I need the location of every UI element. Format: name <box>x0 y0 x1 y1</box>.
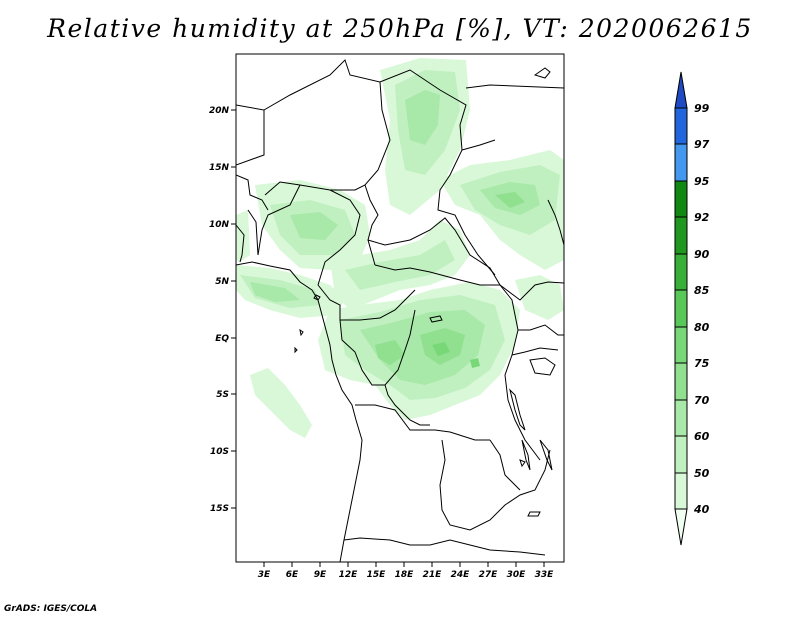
lon-tick-label: 12E <box>339 570 359 580</box>
colorbar-segment <box>674 326 688 364</box>
colorbar-label: 90 <box>694 248 710 261</box>
colorbar-label: 80 <box>694 321 710 334</box>
colorbar-label: 85 <box>694 284 710 297</box>
colorbar-label: 50 <box>694 467 710 480</box>
colorbar-label: 70 <box>694 394 710 407</box>
colorbar-label: 95 <box>694 175 710 188</box>
lon-tick-label: 24E <box>451 570 471 580</box>
colorbar-segment <box>674 180 688 218</box>
colorbar-segment <box>674 289 688 328</box>
country-borders <box>236 59 564 562</box>
lat-tick-label: 5S <box>216 390 229 400</box>
colorbar-segment <box>674 362 688 401</box>
lat-tick-label: 15S <box>210 504 229 514</box>
lat-tick-label: 20N <box>209 106 230 116</box>
lon-tick-labels: 3E 6E 9E 12E 15E 18E 21E 24E 27E 30E 33E <box>258 570 554 580</box>
lon-tick-label: 6E <box>286 570 299 580</box>
colorbar-segment <box>674 435 688 474</box>
colorbar: 99 97 95 92 90 85 80 75 70 60 50 40 <box>674 71 710 546</box>
grads-credit: GrADS: IGES/COLA <box>4 604 98 614</box>
lon-axis <box>263 562 545 567</box>
map-title: Relative humidity at 250hPa [%], VT: 202… <box>47 14 753 43</box>
lat-tick-label: 10S <box>210 447 229 457</box>
colorbar-segment <box>674 253 688 291</box>
humidity-shading <box>236 58 564 438</box>
colorbar-label: 75 <box>694 357 710 370</box>
lon-tick-label: 3E <box>258 570 271 580</box>
map-frame <box>235 53 565 563</box>
colorbar-label: 99 <box>694 102 710 115</box>
lon-tick-label: 15E <box>367 570 387 580</box>
colorbar-segment <box>674 472 688 510</box>
lat-axis <box>231 109 236 509</box>
colorbar-label: 40 <box>693 503 710 516</box>
colorbar-label: 97 <box>694 138 710 151</box>
lat-tick-label: 10N <box>209 220 230 230</box>
colorbar-segment <box>674 216 688 255</box>
lat-tick-label: 5N <box>215 277 229 287</box>
lon-tick-label: 33E <box>535 570 555 580</box>
colorbar-segment <box>674 399 688 437</box>
lat-tick-labels: 20N 15N 10N 5N EQ 5S 10S 15S <box>209 106 230 514</box>
colorbar-segment <box>674 107 688 145</box>
colorbar-bottom-arrow <box>674 508 688 546</box>
lon-tick-label: 30E <box>507 570 527 580</box>
lon-tick-label: 27E <box>479 570 499 580</box>
lon-tick-label: 21E <box>423 570 443 580</box>
colorbar-label: 60 <box>694 430 710 443</box>
lon-tick-label: 18E <box>395 570 415 580</box>
lat-tick-label: EQ <box>215 334 229 344</box>
colorbar-label: 92 <box>694 211 710 224</box>
colorbar-top-arrow <box>674 71 688 109</box>
lat-tick-label: 15N <box>209 163 230 173</box>
colorbar-segment <box>674 143 688 182</box>
lon-tick-label: 9E <box>314 570 327 580</box>
